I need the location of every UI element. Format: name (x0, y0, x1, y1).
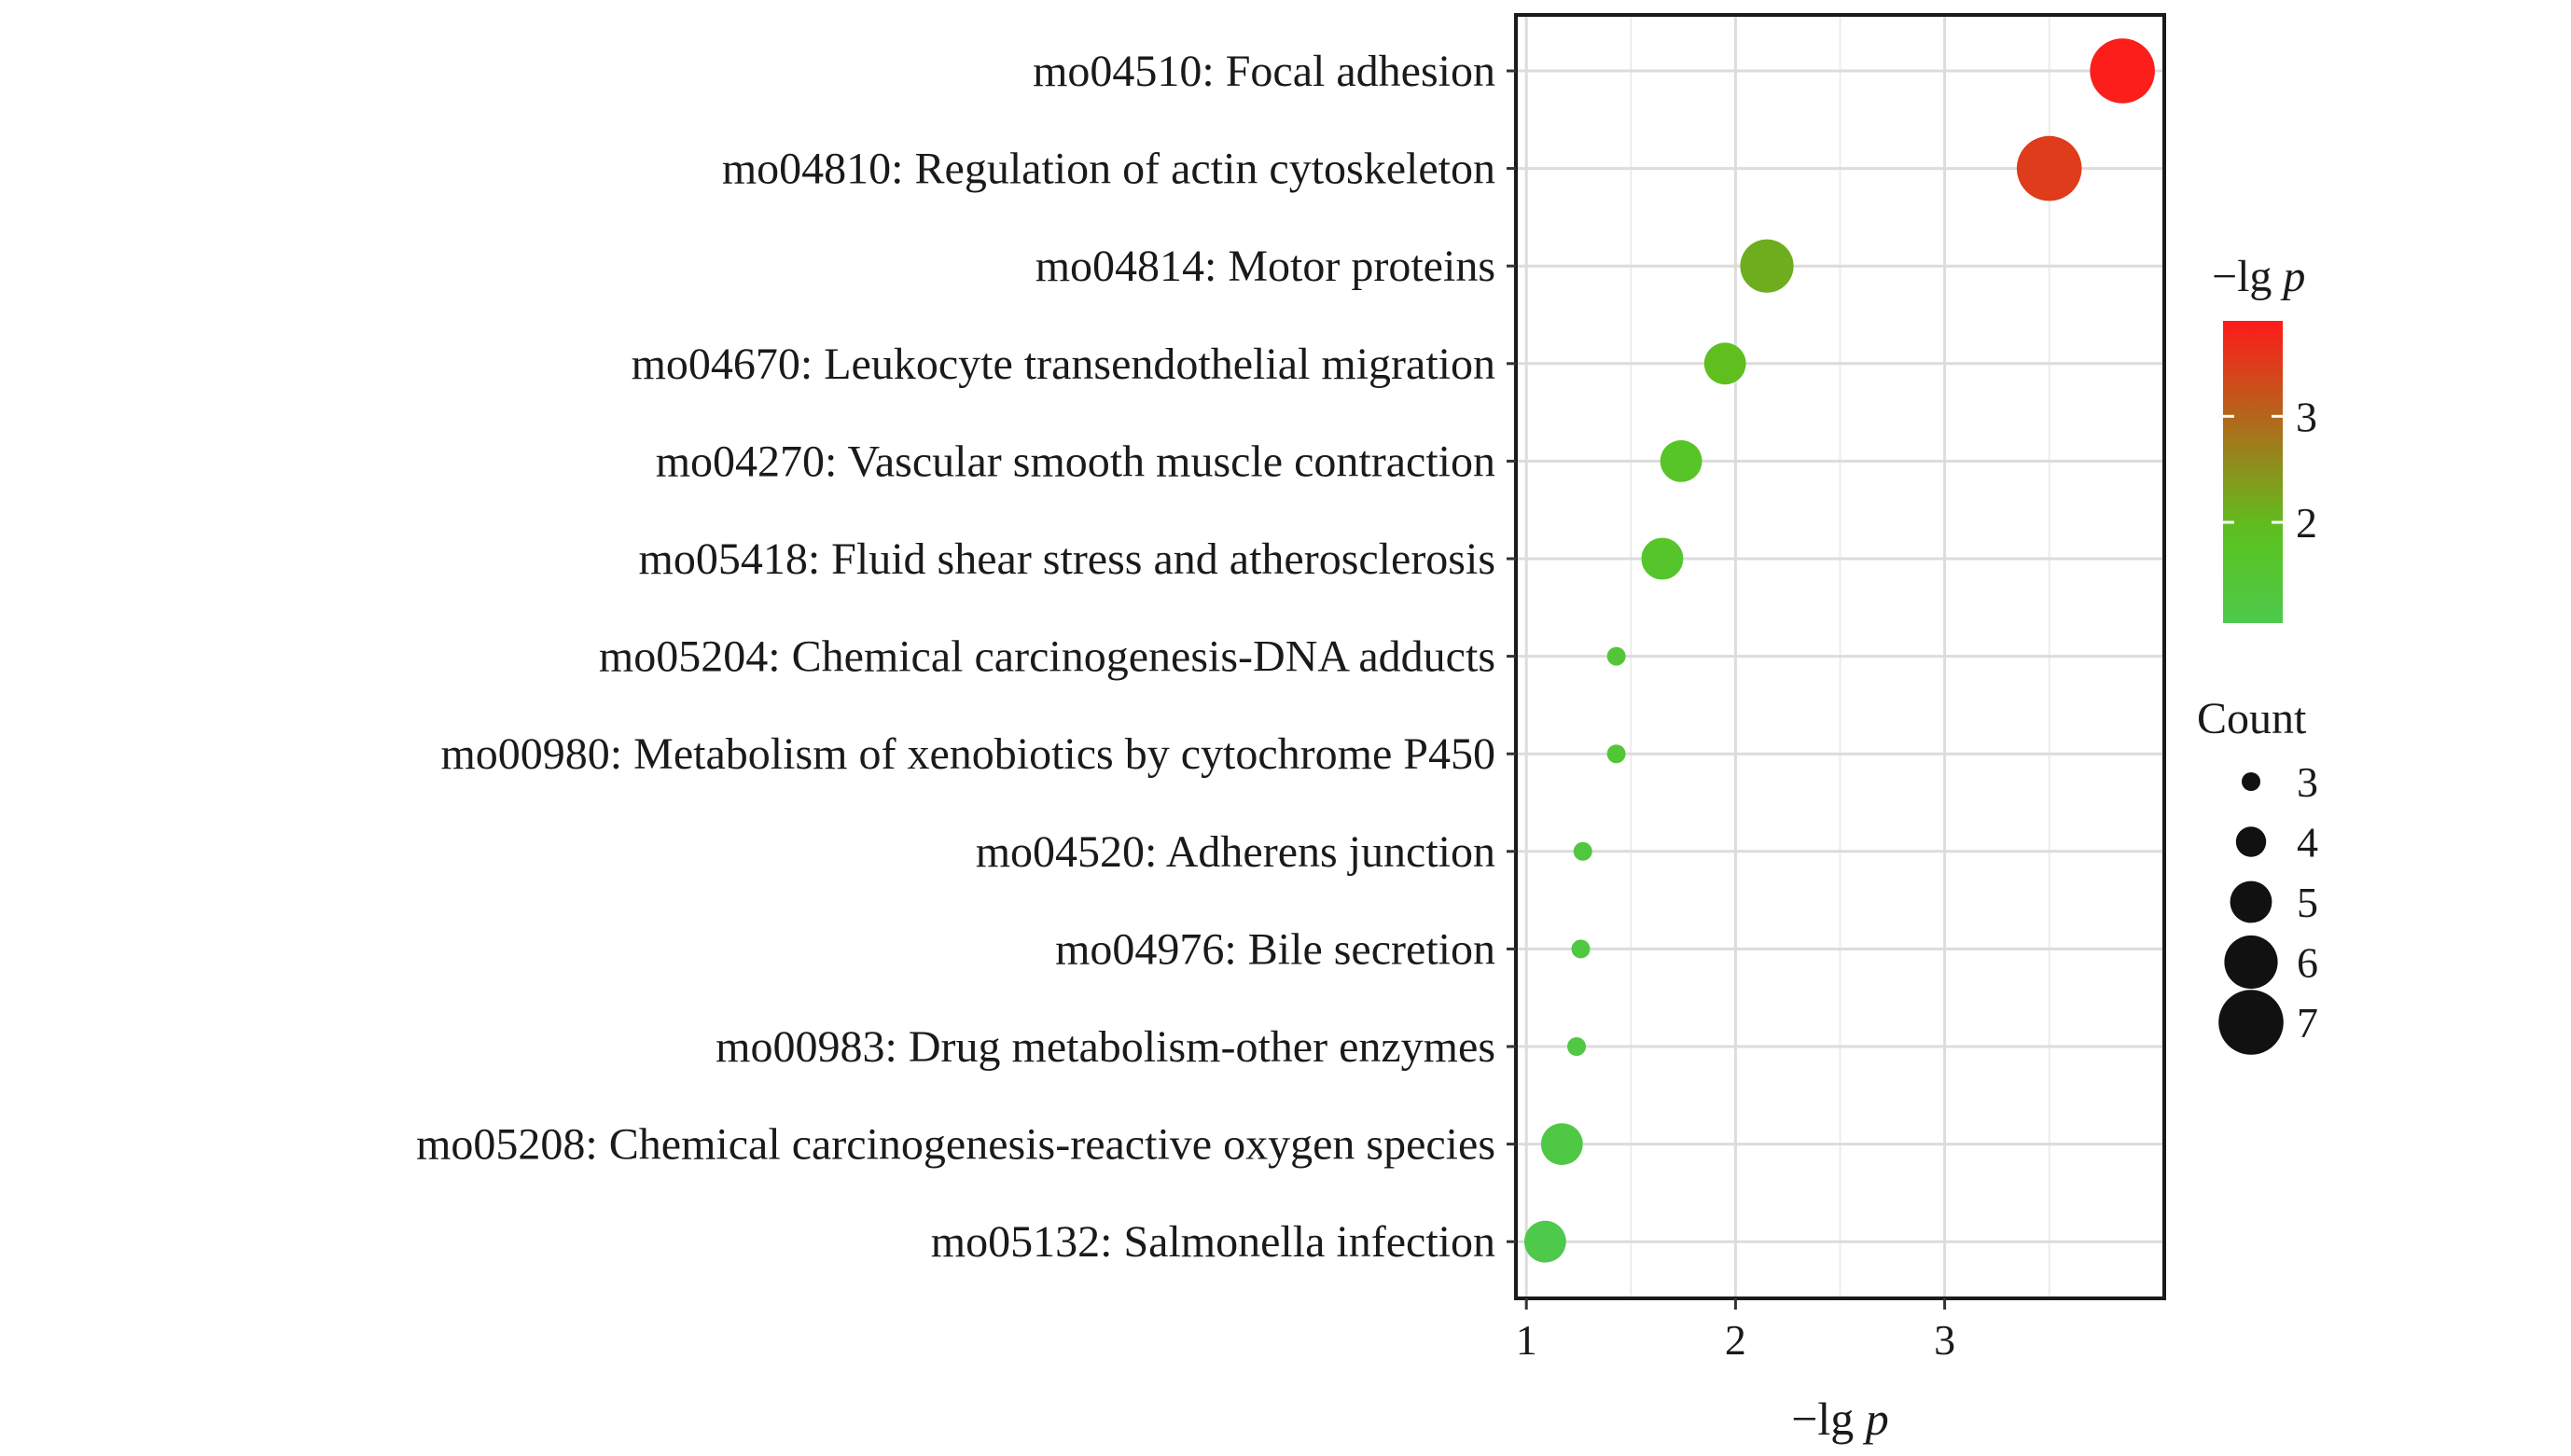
data-point (2016, 135, 2082, 201)
y-tick-label: mo00980: Metabolism of xenobiotics by cy… (440, 729, 1495, 779)
data-point (2090, 38, 2155, 104)
data-point (1606, 744, 1626, 764)
size-legend-label: 3 (2297, 758, 2318, 806)
data-point (1660, 440, 1702, 482)
size-legend-key (2242, 772, 2260, 791)
size-legend-key (2218, 990, 2284, 1055)
x-axis-title: −lg p (1791, 1393, 1889, 1445)
size-legend-label: 5 (2297, 879, 2318, 926)
size-legend-label: 7 (2297, 999, 2318, 1047)
size-legend-key (2235, 826, 2267, 857)
data-point (1571, 939, 1591, 959)
y-tick-label: mo04270: Vascular smooth muscle contract… (656, 437, 1495, 486)
y-tick-label: mo05418: Fluid shear stress and atherosc… (638, 534, 1495, 584)
y-tick-label: mo04520: Adherens junction (976, 827, 1495, 877)
y-tick-label: mo04814: Motor proteins (1035, 242, 1495, 291)
y-tick-label: mo00983: Drug metabolism-other enzymes (716, 1022, 1495, 1072)
size-legend-key (2224, 935, 2278, 990)
y-tick-label: mo05208: Chemical carcinogenesis-reactiv… (416, 1120, 1495, 1170)
color-legend-title-variable: p (2280, 252, 2305, 301)
data-point (1703, 342, 1746, 385)
color-bar-label: 3 (2296, 393, 2317, 440)
color-bar (2223, 321, 2283, 623)
color-legend-title: −lg p (2212, 252, 2305, 301)
y-tick-label: mo05204: Chemical carcinogenesis-DNA add… (599, 632, 1495, 682)
data-point (1540, 1123, 1583, 1165)
x-tick-label: 2 (1725, 1316, 1746, 1364)
y-tick-label: mo04510: Focal adhesion (1033, 47, 1495, 96)
y-tick-label: mo05132: Salmonella infection (931, 1217, 1495, 1267)
color-bar-label: 2 (2296, 499, 2317, 547)
size-legend-label: 6 (2297, 939, 2318, 987)
data-point (1523, 1220, 1566, 1263)
data-point (1573, 841, 1592, 861)
data-point (1567, 1037, 1587, 1056)
y-tick-label: mo04810: Regulation of actin cytoskeleto… (722, 145, 1495, 194)
data-point (1740, 239, 1794, 293)
y-tick-label: mo04976: Bile secretion (1055, 924, 1495, 974)
color-legend-title-prefix: −lg (2212, 252, 2283, 301)
size-legend-title: Count (2197, 694, 2307, 743)
y-tick-label: mo04670: Leukocyte transendothelial migr… (632, 340, 1495, 389)
x-axis-title-variable: p (1863, 1393, 1889, 1445)
plot-panel: mo04510: Focal adhesion mo04810: Regulati… (416, 13, 2166, 1445)
size-legend-label: 4 (2297, 819, 2318, 867)
x-tick-label: 3 (1934, 1316, 1955, 1364)
data-point (1606, 646, 1626, 666)
size-legend-key (2230, 881, 2272, 923)
data-point (1641, 537, 1684, 580)
legend-panel: −lg p 2 3 Count 3 4 5 6 7 (2197, 252, 2318, 1055)
x-axis-title-prefix: −lg (1791, 1393, 1866, 1445)
x-tick-label: 1 (1516, 1316, 1537, 1364)
